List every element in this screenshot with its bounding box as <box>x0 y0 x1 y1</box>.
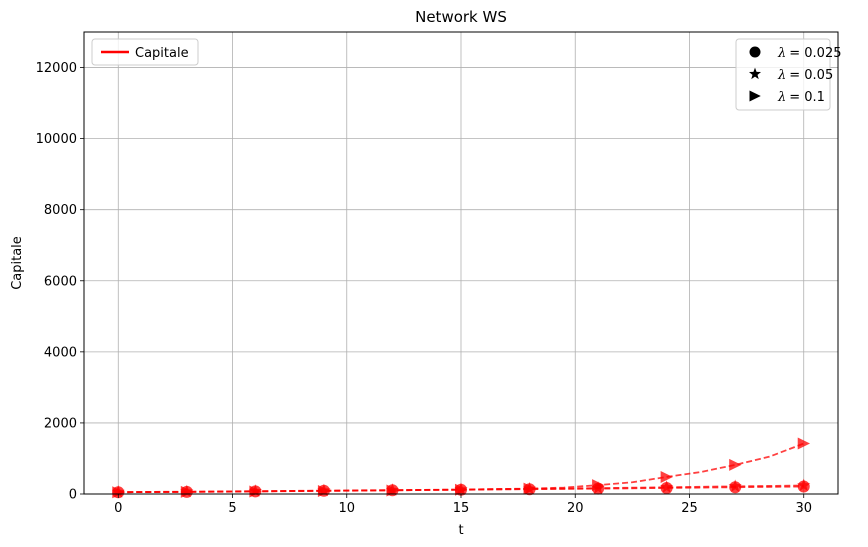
y-tick-label: 2000 <box>44 416 77 431</box>
data-point-triangle-right <box>455 483 468 496</box>
y-tick-label: 10000 <box>36 132 77 147</box>
x-tick-label: 5 <box>228 501 236 516</box>
legend-lambda-symbol: λ <box>777 68 786 83</box>
legend-marker-label: λ = 0.025 <box>777 46 842 61</box>
legend-lines-box <box>91 38 199 66</box>
y-tick-label: 6000 <box>44 274 77 289</box>
data-point-star <box>660 480 674 493</box>
x-axis-label: t <box>458 523 463 538</box>
x-tick-label: 20 <box>567 501 584 516</box>
data-point-triangle-right <box>797 437 811 450</box>
legend-lambda-symbol: λ <box>777 46 786 61</box>
data-point-triangle-right <box>660 470 673 483</box>
legend-line-label: Capitale <box>135 46 189 61</box>
legend-lines: Capitale <box>91 38 199 66</box>
data-point-triangle-right <box>112 486 125 499</box>
y-tick-label: 12000 <box>36 61 77 76</box>
data-point-triangle-right <box>386 484 399 497</box>
chart-title: Network WS <box>415 8 507 26</box>
x-tick-label: 10 <box>338 501 355 516</box>
data-point-triangle-right <box>523 482 536 495</box>
y-tick-label: 4000 <box>44 345 77 360</box>
series-layer <box>111 437 811 499</box>
legend-lambda-value: = 0.1 <box>789 90 825 105</box>
legend-marker-star <box>748 67 762 80</box>
x-tick-label: 25 <box>681 501 698 516</box>
data-point-triangle-right <box>729 458 742 471</box>
y-tick-label: 0 <box>69 488 77 503</box>
x-tick-label: 30 <box>795 501 812 516</box>
legend-lambda-symbol: λ <box>777 90 786 105</box>
legend-marker-label: λ = 0.1 <box>777 90 825 105</box>
data-point-triangle-right <box>249 485 262 498</box>
data-point-triangle-right <box>592 479 605 492</box>
legend-marker-label: λ = 0.05 <box>777 68 833 83</box>
legend-lambda-value: = 0.05 <box>789 68 833 83</box>
data-point-triangle-right <box>180 485 194 498</box>
legend-marker-triangle-right <box>749 90 761 102</box>
axis-ticks: 0 5 10 15 20 25 30 0 2000 4000 6000 8000 10000 12000 <box>36 61 812 516</box>
legend-marker-circle <box>749 46 761 58</box>
data-point-star <box>728 479 742 492</box>
y-tick-label: 8000 <box>44 203 77 218</box>
legend-lambda-value: = 0.025 <box>789 46 841 61</box>
x-tick-label: 15 <box>453 501 470 516</box>
legend-markers-box <box>735 38 831 111</box>
data-point-star <box>797 478 811 492</box>
y-axis-label: Capitale <box>10 236 25 290</box>
x-tick-label: 0 <box>114 501 122 516</box>
